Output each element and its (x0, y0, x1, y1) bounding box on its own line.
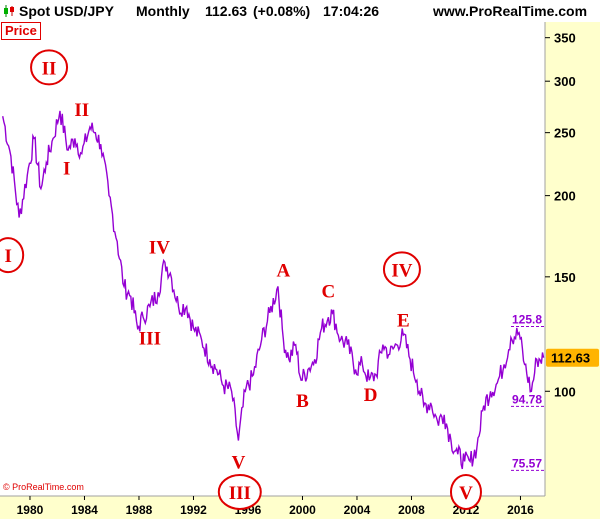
y-tick-label: 250 (554, 126, 576, 141)
plot-area (0, 22, 545, 496)
x-tick-label: 1984 (71, 503, 98, 517)
price-change: (+0.08%) (253, 3, 311, 19)
wave-label: III (139, 328, 161, 349)
y-tick-label: 200 (554, 189, 576, 204)
x-tick-label: 1988 (126, 503, 153, 517)
wave-label: II (74, 100, 89, 121)
symbol-name: Spot USD/JPY (19, 3, 114, 19)
wave-label: I (63, 158, 70, 179)
wave-label: V (232, 452, 246, 473)
price-panel-label: Price (1, 22, 41, 40)
y-tick-label: 350 (554, 31, 576, 46)
y-tick-label: 300 (554, 74, 576, 89)
y-tick-label: 150 (554, 270, 576, 285)
chart-header: Spot USD/JPY Monthly 112.63 (+0.08%) 17:… (0, 0, 600, 22)
wave-circle (217, 473, 262, 510)
last-price-box (546, 348, 599, 367)
x-tick-label: 2016 (507, 503, 534, 517)
wave-label: I (4, 246, 11, 267)
period-label: Monthly (136, 3, 190, 19)
wave-label: B (296, 391, 309, 412)
wave-circle (382, 251, 421, 288)
x-tick-label: 1980 (17, 503, 44, 517)
wave-label: C (321, 281, 335, 302)
level-label: 75.57 (512, 456, 542, 470)
last-price: 112.63 (205, 3, 248, 19)
wave-label: D (364, 385, 378, 406)
site-url[interactable]: www.ProRealTime.com (433, 3, 588, 19)
level-lines: 125.8 94.78 75.57 (511, 312, 545, 471)
wave-circle (30, 49, 69, 86)
level-label: 125.8 (512, 312, 542, 326)
x-tick-label: 1992 (180, 503, 207, 517)
copyright-text: © ProRealTime.com (3, 482, 84, 492)
last-price-value: 112.63 (551, 351, 590, 366)
clock-time: 17:04:26 (323, 3, 380, 19)
candlestick-icon (4, 5, 14, 17)
wave-label: II (42, 58, 57, 79)
wave-label: III (229, 483, 251, 504)
wave-label: A (277, 260, 291, 281)
wave-circle (449, 473, 482, 510)
wave-label: IV (149, 238, 170, 259)
x-tick-label: 2004 (344, 503, 371, 517)
wave-label: IV (391, 260, 412, 281)
level-label: 94.78 (512, 392, 542, 406)
x-tick-label: 2008 (398, 503, 425, 517)
y-axis-panel (545, 22, 600, 496)
x-tick-label: 2000 (289, 503, 316, 517)
y-axis-ticks: 100 150 200 250 300 350 (545, 31, 576, 399)
wave-label: E (397, 310, 410, 331)
wave-label: V (459, 483, 473, 504)
last-price-tag: 112.63 (546, 348, 599, 367)
price-series-line (2, 110, 545, 470)
y-tick-label: 100 (554, 384, 576, 399)
x-axis-panel (0, 496, 600, 519)
wave-circle (0, 237, 25, 274)
